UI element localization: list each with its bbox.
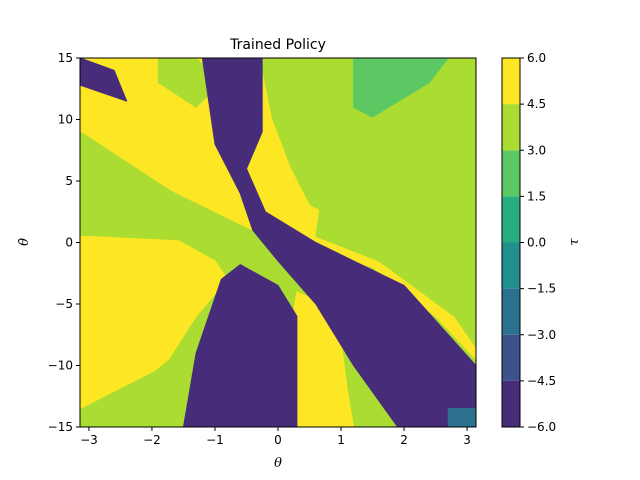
x-tick-label: −2 bbox=[143, 433, 161, 447]
x-tick-label: −3 bbox=[80, 433, 98, 447]
colorbar-label: τ bbox=[567, 238, 582, 246]
colorbar-swatch bbox=[502, 334, 520, 381]
x-tick-label: −1 bbox=[206, 433, 224, 447]
colorbar-swatch bbox=[502, 380, 520, 427]
contour-regions bbox=[80, 58, 476, 427]
x-tick-label: 2 bbox=[400, 433, 408, 447]
x-axis-label: θ bbox=[274, 456, 282, 471]
y-tick-label: −5 bbox=[55, 297, 73, 311]
colorbar-tick-label: −3.0 bbox=[527, 328, 556, 342]
plot-area bbox=[80, 58, 476, 427]
colorbar-tick-label: 0.0 bbox=[527, 236, 546, 250]
x-axis: −3 −2 −1 0 1 2 3 bbox=[80, 427, 471, 447]
chart-title: Trained Policy bbox=[229, 37, 326, 53]
colorbar-tick-label: 1.5 bbox=[527, 189, 546, 203]
colorbar-tick-label: 3.0 bbox=[527, 143, 546, 157]
contour-region-positive-patch-top-right-0 bbox=[353, 58, 449, 118]
contour-region-positive-moderate-region-3 bbox=[132, 352, 203, 427]
colorbar-tick-label: 4.5 bbox=[527, 97, 546, 111]
y-axis: −15 −10 −5 0 5 10 15 bbox=[48, 51, 80, 434]
x-tick-label: 0 bbox=[274, 433, 282, 447]
x-tick-label: 3 bbox=[463, 433, 471, 447]
y-tick-label: −10 bbox=[48, 359, 73, 373]
contour-region-negative-patch-bottom-right-0 bbox=[447, 408, 476, 427]
colorbar-ticks: −6.0 −4.5 −3.0 −1.5 0.0 1.5 3.0 4.5 6.0 bbox=[520, 51, 556, 434]
y-tick-label: 0 bbox=[65, 236, 73, 250]
colorbar-tick-label: −1.5 bbox=[527, 282, 556, 296]
colorbar-swatch bbox=[502, 104, 520, 151]
x-tick-label: 1 bbox=[337, 433, 345, 447]
y-tick-label: 15 bbox=[58, 51, 73, 65]
colorbar-tick-label: −6.0 bbox=[527, 420, 556, 434]
colorbar bbox=[502, 58, 520, 427]
colorbar-swatch bbox=[502, 58, 520, 105]
colorbar-swatch bbox=[502, 196, 520, 243]
y-axis-label: θ̇ bbox=[17, 238, 32, 246]
colorbar-tick-label: 6.0 bbox=[527, 51, 546, 65]
colorbar-swatch bbox=[502, 150, 520, 197]
contour-region-positive-saturated-band-1 bbox=[80, 229, 229, 410]
y-tick-label: 5 bbox=[65, 174, 73, 188]
colorbar-swatch bbox=[502, 288, 520, 335]
y-tick-label: −15 bbox=[48, 420, 73, 434]
colorbar-swatch bbox=[502, 242, 520, 289]
contour-region-negative-saturated-band-1 bbox=[183, 264, 298, 427]
colorbar-tick-label: −4.5 bbox=[527, 374, 556, 388]
y-tick-label: 10 bbox=[58, 113, 73, 127]
